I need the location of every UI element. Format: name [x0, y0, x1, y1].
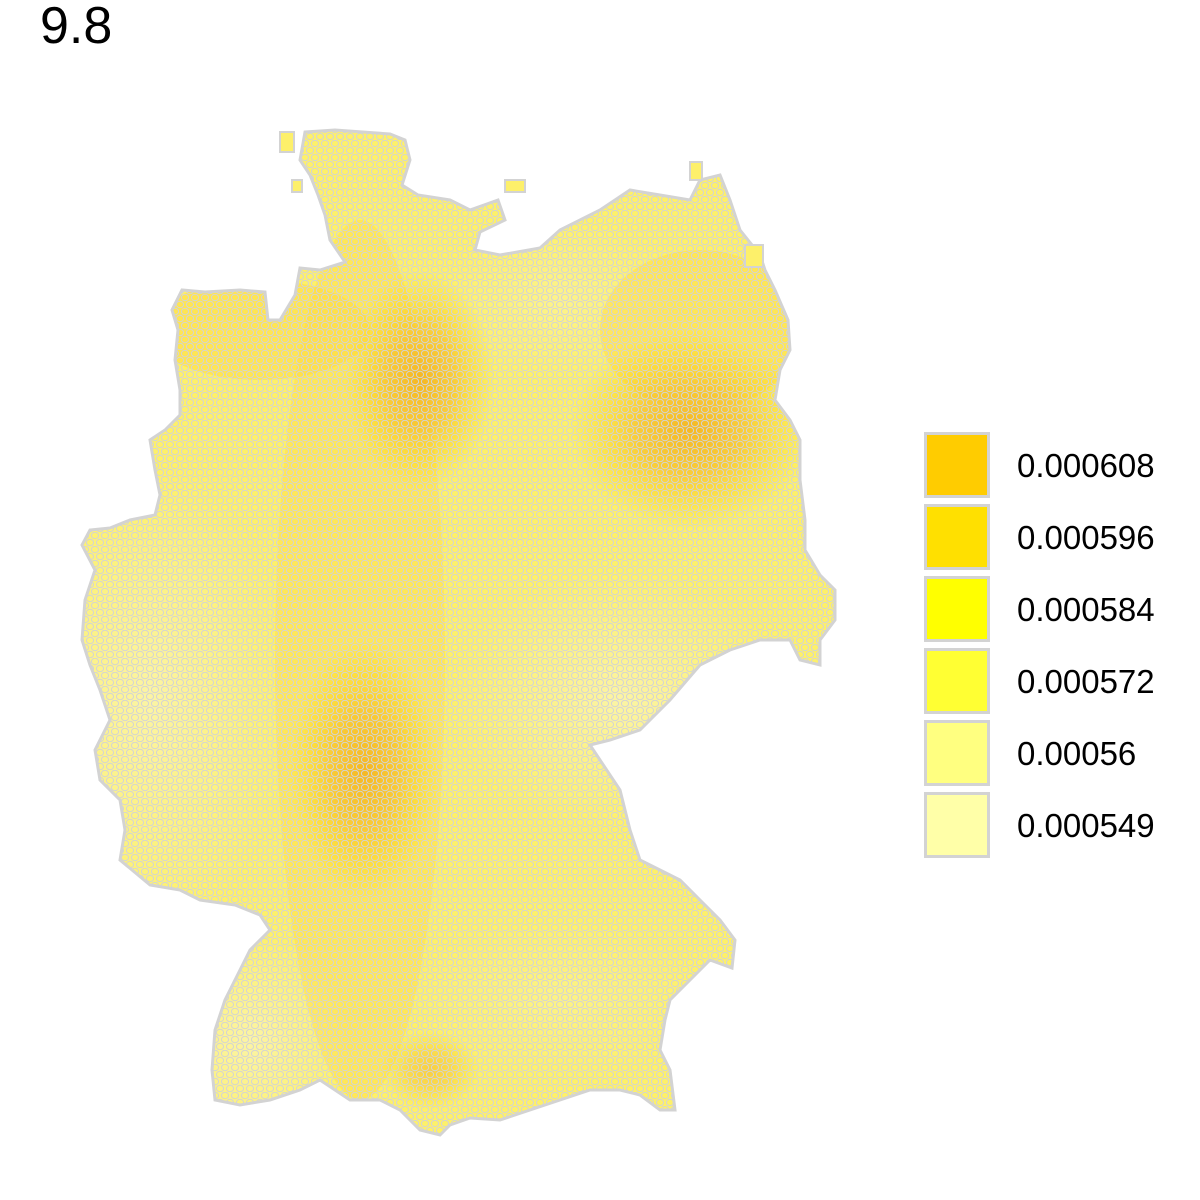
legend-swatch: [924, 432, 990, 498]
legend-swatch: [924, 504, 990, 570]
legend-item: 0.000572: [922, 646, 1182, 718]
island: [744, 244, 764, 268]
island: [689, 161, 703, 181]
legend-label: 0.000596: [1017, 519, 1155, 556]
legend-label: 0.000549: [1017, 807, 1155, 844]
legend-item: 0.000608: [922, 430, 1182, 502]
legend-item: 0.00056: [922, 718, 1182, 790]
legend-item: 0.000584: [922, 574, 1182, 646]
legend-label: 0.000572: [1017, 663, 1155, 700]
legend-swatch: [924, 648, 990, 714]
island: [279, 131, 295, 153]
islands: [279, 131, 764, 268]
legend-swatch: [924, 720, 990, 786]
legend: 0.000608 0.000596 0.000584 0.000572 0.00…: [922, 430, 1182, 862]
legend-label: 0.000608: [1017, 447, 1155, 484]
legend-item: 0.000549: [922, 790, 1182, 862]
legend-swatch: [924, 576, 990, 642]
legend-label: 0.00056: [1017, 735, 1137, 772]
island: [504, 179, 526, 193]
legend-swatch: [924, 792, 990, 858]
island: [291, 179, 303, 193]
legend-item: 0.000596: [922, 502, 1182, 574]
map-title: 9.8: [40, 0, 113, 55]
legend-label: 0.000584: [1017, 591, 1155, 628]
